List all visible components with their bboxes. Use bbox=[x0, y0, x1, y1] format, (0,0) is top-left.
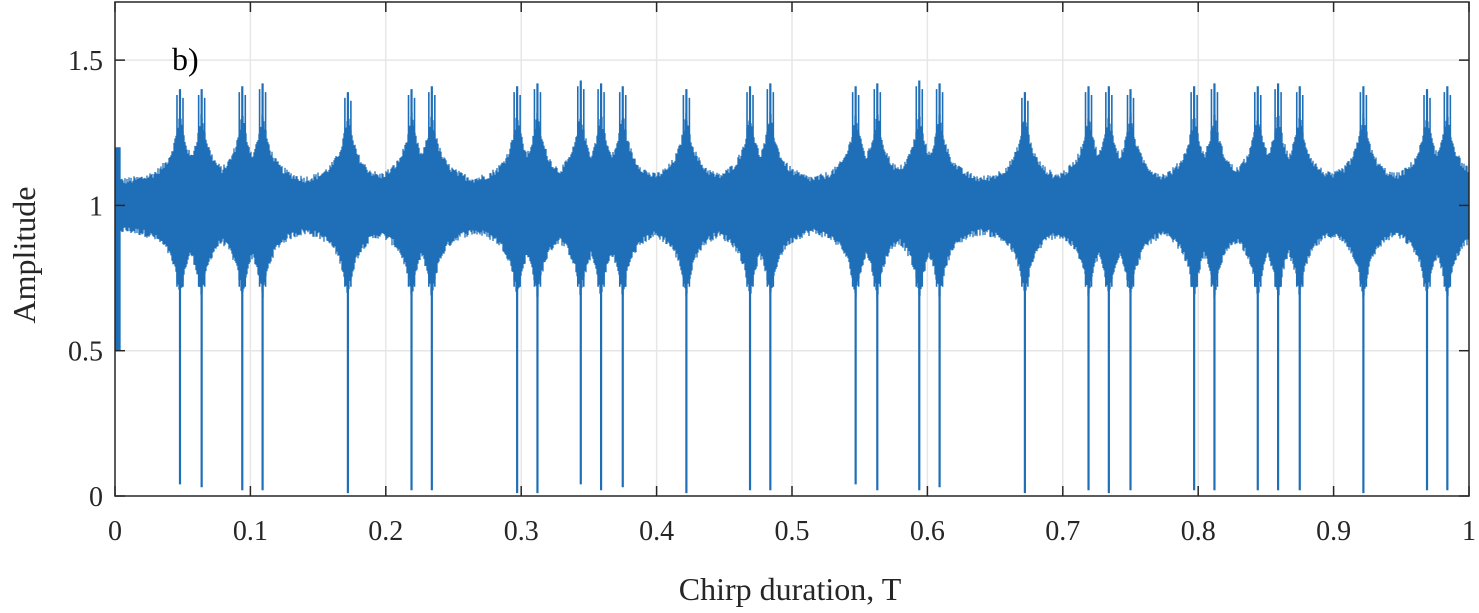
x-axis: 0 0.1 0.2 0.3 0.4 0.5 0.6 0.7 0.8 0.9 1 bbox=[108, 2, 1476, 547]
y-axis-label: Amplitude bbox=[6, 187, 42, 324]
x-tick-label: 0.5 bbox=[775, 516, 810, 547]
y-tick-label: 0.5 bbox=[68, 337, 103, 368]
x-tick-label: 0.7 bbox=[1045, 516, 1080, 547]
signal-series bbox=[115, 80, 1469, 494]
y-axis: 0 0.5 1 1.5 bbox=[68, 46, 1469, 513]
x-tick-label: 0.8 bbox=[1181, 516, 1216, 547]
panel-label: b) bbox=[172, 41, 199, 77]
y-tick-label: 0 bbox=[89, 482, 103, 513]
x-tick-label: 0.1 bbox=[233, 516, 268, 547]
x-tick-label: 0 bbox=[108, 516, 122, 547]
x-tick-label: 0.6 bbox=[910, 516, 945, 547]
x-tick-label: 0.2 bbox=[368, 516, 403, 547]
y-tick-label: 1.5 bbox=[68, 46, 103, 77]
y-tick-label: 1 bbox=[89, 191, 103, 222]
x-tick-label: 0.3 bbox=[504, 516, 539, 547]
x-tick-label: 0.4 bbox=[639, 516, 674, 547]
x-tick-label: 1 bbox=[1462, 516, 1476, 547]
x-tick-label: 0.9 bbox=[1316, 516, 1351, 547]
x-axis-label: Chirp duration, T bbox=[679, 571, 902, 607]
